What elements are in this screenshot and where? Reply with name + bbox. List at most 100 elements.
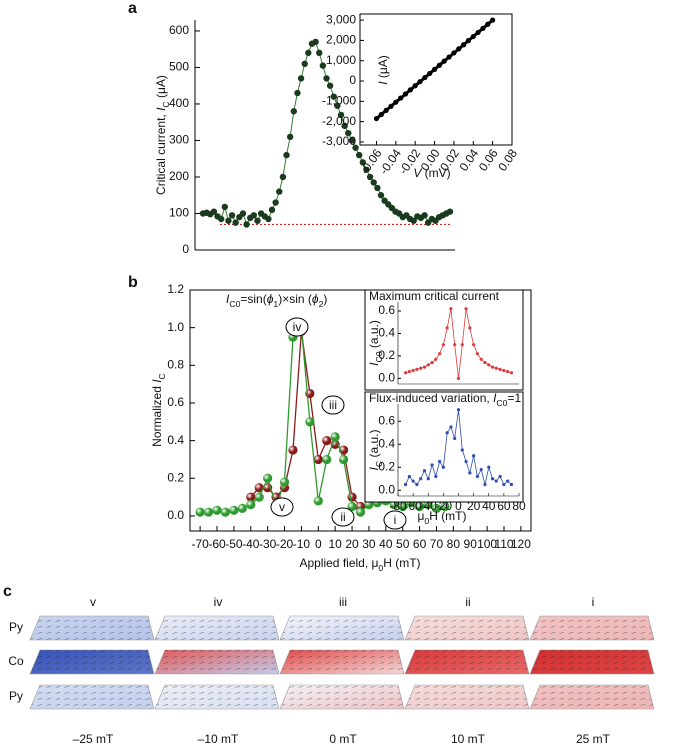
field-label: 0 mT	[329, 732, 357, 746]
x-tick-label: 30	[362, 537, 376, 551]
inset-frame	[364, 289, 524, 391]
x-tick-label: 60	[497, 499, 511, 513]
formula-part: 1	[273, 299, 278, 309]
x-axis-title-part: H (mT)	[383, 556, 420, 570]
x-tick-label: 0.08	[495, 146, 520, 173]
data-point	[330, 93, 337, 100]
data-point	[509, 482, 514, 487]
y-tick-label: 0.4	[378, 436, 395, 450]
panel-label: a	[128, 0, 137, 17]
field-label: 10 mT	[451, 732, 486, 746]
y-axis-title: I (μA)	[376, 55, 390, 85]
panel-label: c	[3, 583, 12, 600]
y-axis-title-part: I	[367, 466, 381, 470]
data-point	[422, 74, 428, 81]
data-point	[323, 75, 330, 82]
data-point	[217, 215, 225, 223]
x-tick-label: 40	[482, 499, 496, 513]
data-point	[313, 454, 323, 465]
row-label: Py	[9, 689, 23, 703]
annotation-circle	[285, 317, 309, 337]
inset-frame	[364, 391, 524, 503]
data-point	[403, 371, 408, 375]
data-point	[440, 501, 450, 512]
y-tick-label: 0.2	[378, 348, 395, 362]
x-tick-label: 20	[345, 537, 359, 551]
annotation: iv	[293, 320, 302, 334]
annotation-circle	[383, 510, 407, 530]
y-tick-label: -3,000	[322, 134, 356, 148]
data-point	[347, 501, 357, 512]
data-point	[437, 459, 442, 464]
data-point	[472, 343, 476, 347]
data-point	[370, 179, 377, 186]
formula-part: )	[323, 292, 327, 306]
data-point	[229, 505, 239, 515]
y-axis-title-part: (μA)	[154, 75, 168, 101]
inset-title-part: C0	[496, 398, 507, 408]
x-tick-label: -50	[225, 537, 243, 551]
data-point	[483, 482, 487, 487]
spin-arrows	[155, 685, 279, 709]
spin-arrows	[280, 650, 404, 674]
annotation: iii	[329, 398, 337, 412]
data-point	[431, 66, 438, 72]
y-tick-label: -1,000	[322, 94, 356, 108]
data-point	[468, 326, 472, 330]
x-tick-label: 10	[328, 537, 342, 551]
data-point	[359, 159, 367, 166]
y-axis-title-part: (μA)	[376, 55, 390, 81]
y-tick-label: 100	[169, 206, 189, 220]
data-point	[445, 326, 449, 330]
formula-part: 2	[319, 299, 324, 309]
data-point	[453, 343, 457, 347]
x-tick-label: -80	[389, 499, 407, 513]
data-point	[377, 192, 385, 199]
data-point	[265, 215, 272, 223]
data-point	[352, 144, 359, 151]
data-point	[426, 477, 430, 481]
y-tick-label: 1.2	[167, 282, 184, 296]
data-point	[355, 507, 366, 517]
y-axis-title-part: (a.u.)	[367, 320, 381, 351]
y-tick-label: 0.0	[378, 371, 395, 385]
spin-arrows	[280, 616, 404, 640]
y-axis-title-part: (a.u.)	[367, 430, 381, 461]
data-point	[305, 49, 312, 57]
spin-arrows	[405, 685, 529, 709]
y-axis-title: IC (a.u.)	[367, 430, 384, 471]
y-tick-label: 2,000	[326, 33, 356, 47]
y-tick-label: 0.2	[167, 470, 184, 484]
data-point	[506, 479, 510, 483]
data-point	[290, 108, 298, 115]
spin-arrows	[530, 685, 654, 709]
data-point	[279, 173, 287, 181]
x-tick-label: 80	[447, 537, 461, 551]
data-point	[312, 38, 319, 46]
y-tick-label: 400	[169, 96, 189, 110]
data-point	[441, 343, 445, 347]
data-point	[446, 208, 454, 215]
data-point	[403, 482, 408, 487]
y-tick-label: -2,000	[322, 114, 356, 128]
data-point	[221, 203, 228, 211]
data-point	[419, 366, 423, 370]
data-point	[283, 151, 290, 159]
data-point	[441, 465, 445, 469]
data-point	[254, 483, 264, 493]
data-point	[502, 482, 506, 487]
data-point	[263, 473, 273, 483]
x-axis-title: Applied field, μ0H (mT)	[299, 556, 420, 573]
y-tick-label: 500	[169, 60, 189, 74]
data-point	[468, 471, 472, 475]
data-point	[398, 501, 408, 512]
x-axis-title-part: V	[413, 166, 422, 180]
field-label: –25 mT	[73, 732, 114, 746]
y-axis-title: Critical current, IC (μA)	[154, 75, 171, 195]
data-point	[341, 122, 348, 130]
x-axis-title: μ0H (mT)	[417, 509, 466, 526]
data-point	[490, 17, 496, 23]
y-tick-label: 1,000	[326, 53, 356, 67]
annotation-circle	[331, 507, 355, 527]
data-point	[475, 352, 480, 356]
